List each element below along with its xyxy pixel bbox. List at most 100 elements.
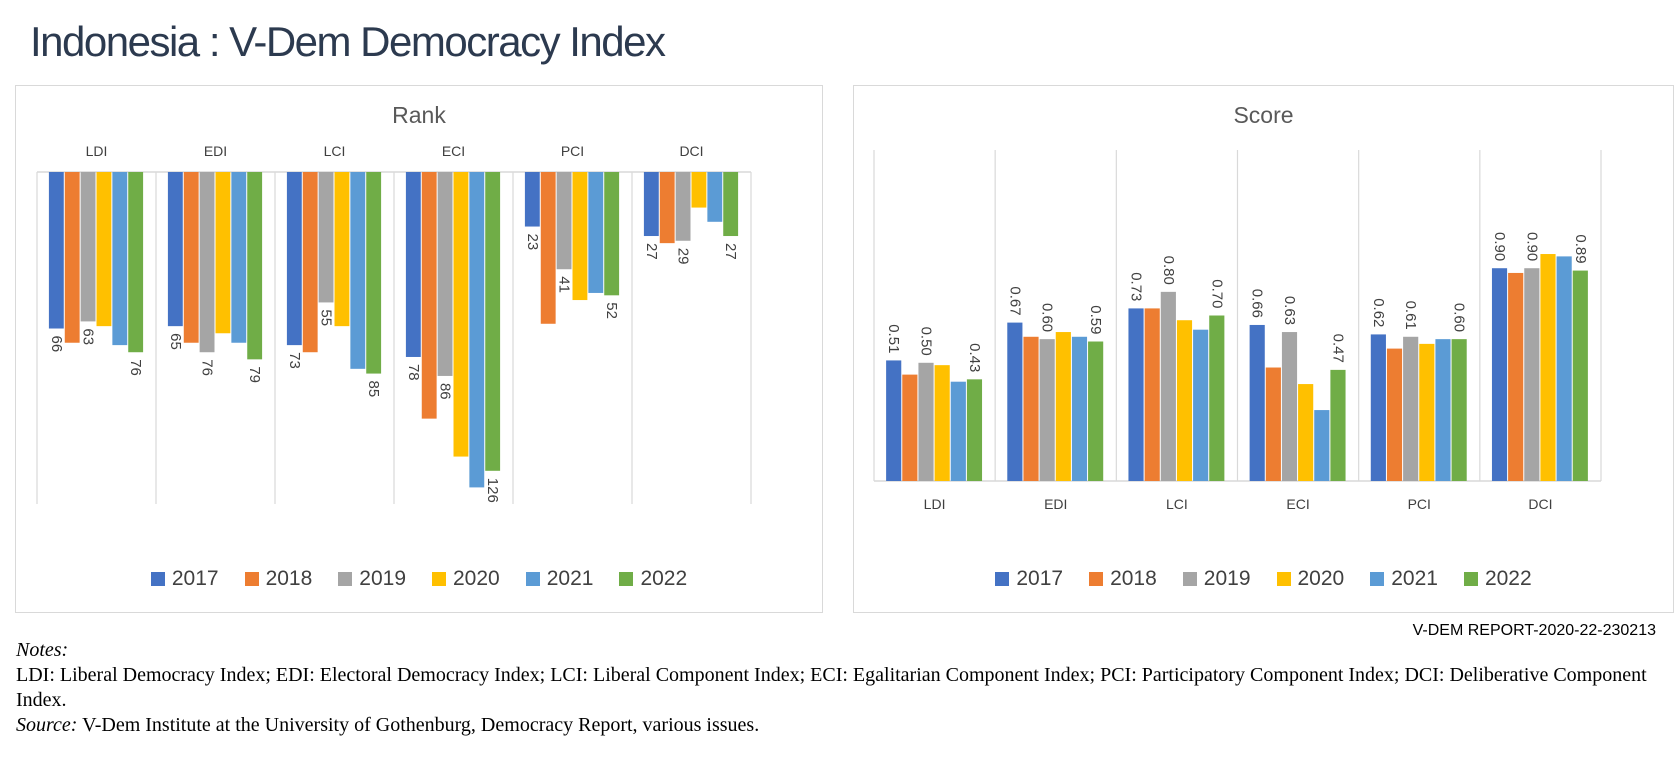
data-label-score-dci-2022: 0.89	[1572, 234, 1589, 263]
bar-score-ldi-2021	[950, 381, 966, 481]
data-label-rank-dci-2017: 27	[643, 243, 660, 260]
data-label-score-dci-2017: 0.90	[1491, 232, 1508, 261]
data-label-score-eci-2019: 0.63	[1281, 296, 1298, 325]
legend-label-2020: 2020	[453, 567, 500, 590]
bar-rank-ldi-2018	[64, 172, 80, 343]
legend-item-2019: 2019	[1182, 567, 1251, 591]
legend-item-2018: 2018	[1089, 567, 1157, 591]
bar-rank-ldi-2019	[80, 172, 96, 322]
bar-score-lci-2017	[1128, 308, 1144, 481]
bar-rank-dci-2017	[643, 172, 659, 237]
bar-rank-pci-2019	[556, 172, 572, 270]
legend-label-2018: 2018	[1110, 567, 1157, 590]
category-label-lci: LCI	[1166, 496, 1188, 512]
score-chart-legend: 2017 2018 2019 2020 2021 2022	[854, 567, 1673, 591]
legend-item-2020: 2020	[432, 567, 500, 591]
bar-rank-eci-2017	[405, 172, 421, 357]
category-label-dci: DCI	[1528, 496, 1552, 512]
bar-score-eci-2018	[1265, 367, 1281, 481]
data-label-score-lci-2017: 0.73	[1128, 272, 1145, 301]
bar-score-eci-2021	[1314, 410, 1330, 481]
bar-rank-ldi-2017	[48, 172, 64, 329]
legend-label-2022: 2022	[640, 567, 688, 590]
legend-label-2017: 2017	[1016, 567, 1064, 590]
legend-item-2021: 2021	[1370, 567, 1438, 591]
legend-swatch-2019	[1182, 572, 1197, 586]
data-label-rank-eci-2022: 126	[484, 478, 501, 503]
bar-score-eci-2019	[1281, 332, 1298, 481]
legend-item-2022: 2022	[619, 567, 687, 591]
source-text: V-Dem Institute at the University of Got…	[77, 714, 760, 736]
bar-score-edi-2018	[1023, 336, 1039, 481]
category-label-pci: PCI	[561, 143, 584, 159]
legend-swatch-2017	[995, 572, 1010, 586]
bar-rank-lci-2018	[302, 172, 318, 353]
bar-score-lci-2020	[1176, 320, 1193, 481]
bar-score-lci-2021	[1193, 329, 1209, 481]
source-label: Source:	[16, 714, 78, 736]
data-label-score-ldi-2022: 0.43	[966, 343, 983, 372]
bar-rank-pci-2017	[524, 172, 540, 227]
data-label-rank-edi-2017: 65	[167, 333, 184, 350]
legend-item-2021: 2021	[525, 567, 593, 591]
bar-rank-eci-2021	[469, 172, 485, 488]
bar-score-edi-2021	[1071, 336, 1088, 481]
bar-rank-dci-2018	[659, 172, 675, 244]
legend-swatch-2017	[150, 572, 165, 586]
legend-label-2022: 2022	[1484, 567, 1532, 590]
rank-chart-legend: 2017 2018 2019 2020 2021 2022	[16, 567, 822, 591]
legend-item-2017: 2017	[995, 567, 1063, 591]
bar-score-pci-2021	[1435, 339, 1451, 481]
legend-label-2018: 2018	[265, 567, 313, 590]
data-label-score-eci-2017: 0.66	[1249, 289, 1266, 318]
data-label-rank-lci-2019: 55	[318, 309, 335, 326]
bar-rank-pci-2021	[588, 172, 604, 293]
bar-score-eci-2020	[1298, 384, 1314, 481]
data-label-rank-lci-2017: 73	[286, 352, 303, 369]
bar-rank-edi-2021	[231, 172, 247, 343]
data-label-rank-dci-2019: 29	[675, 248, 692, 265]
bar-rank-lci-2020	[334, 172, 350, 327]
category-label-eci: ECI	[1286, 496, 1309, 512]
rank-chart-title: Rank	[392, 102, 446, 128]
bar-rank-edi-2019	[199, 172, 215, 353]
data-label-rank-lci-2022: 85	[365, 381, 382, 398]
data-label-score-ldi-2019: 0.50	[918, 327, 935, 356]
data-label-score-eci-2022: 0.47	[1329, 334, 1346, 363]
rank-chart-panel: Rank LDI EDI LCI ECI PCI DCI 66 63 76 65 76 79 73 55 8…	[15, 85, 823, 613]
notes: Notes: LDI: Liberal Democracy Index; EDI…	[16, 638, 1656, 738]
bar-score-lci-2022	[1209, 315, 1225, 481]
category-label-lci: LCI	[324, 143, 346, 159]
bar-rank-eci-2018	[421, 172, 437, 419]
legend-label-2021: 2021	[1391, 567, 1438, 590]
data-label-score-ldi-2017: 0.51	[885, 324, 902, 353]
bar-score-edi-2022	[1088, 341, 1104, 481]
data-label-score-edi-2022: 0.59	[1087, 305, 1104, 334]
source-line: Source: V-Dem Institute at the Universit…	[16, 713, 1656, 738]
legend-label-2019: 2019	[359, 567, 406, 590]
bar-score-pci-2019	[1403, 336, 1419, 481]
bar-score-edi-2019	[1039, 339, 1055, 481]
legend-swatch-2020	[1276, 572, 1291, 586]
bar-rank-dci-2019	[675, 172, 691, 241]
notes-text: LDI: Liberal Democracy Index; EDI: Elect…	[16, 664, 1647, 711]
bar-score-eci-2017	[1249, 324, 1265, 481]
bar-score-ldi-2020	[934, 365, 950, 481]
bar-rank-eci-2020	[453, 172, 469, 457]
bar-rank-eci-2019	[437, 172, 453, 376]
category-label-ldi: LDI	[924, 496, 946, 512]
bar-rank-pci-2022	[604, 172, 620, 296]
data-label-rank-eci-2019: 86	[437, 383, 454, 400]
bar-rank-edi-2017	[167, 172, 183, 327]
legend-swatch-2020	[432, 572, 446, 586]
bar-score-ldi-2022	[966, 379, 983, 481]
bar-score-pci-2022	[1451, 339, 1467, 481]
legend-label-2019: 2019	[1203, 567, 1251, 590]
legend-swatch-2022	[619, 572, 634, 586]
bar-rank-dci-2021	[707, 172, 723, 222]
page-title: Indonesia : V-Dem Democracy Index	[30, 18, 666, 65]
category-label-pci: PCI	[1408, 496, 1431, 512]
data-label-rank-pci-2017: 23	[524, 234, 541, 251]
bar-score-pci-2018	[1386, 348, 1403, 481]
data-label-rank-dci-2022: 27	[722, 243, 739, 260]
